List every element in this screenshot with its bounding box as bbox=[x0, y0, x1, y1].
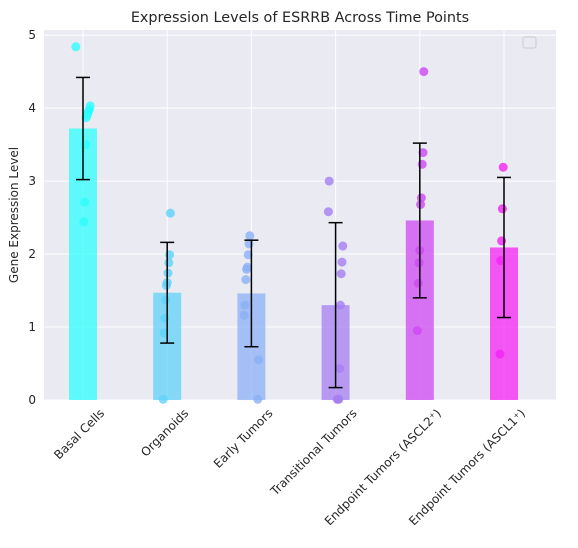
y-tick-label: 1 bbox=[28, 320, 36, 334]
data-point bbox=[242, 265, 251, 274]
data-point bbox=[164, 269, 173, 278]
x-tick-labels: Basal Cells Organoids Early TumorsTransiti… bbox=[51, 406, 528, 528]
y-tick-labels: 0 1 2 3 4 5 bbox=[28, 28, 36, 407]
data-point bbox=[166, 209, 175, 218]
data-point bbox=[414, 279, 423, 288]
y-tick-label: 3 bbox=[28, 174, 36, 188]
data-point bbox=[159, 395, 168, 404]
data-point bbox=[496, 350, 505, 359]
data-point bbox=[415, 258, 424, 267]
data-point bbox=[164, 258, 173, 267]
x-tick-label: Early Tumors bbox=[211, 406, 276, 471]
legend-box bbox=[523, 37, 536, 48]
y-axis-label: Gene Expression Level bbox=[7, 147, 21, 283]
data-point bbox=[253, 395, 262, 404]
chart-title: Expression Levels of ESRRB Across Time P… bbox=[131, 10, 469, 26]
data-point bbox=[161, 296, 170, 305]
data-point bbox=[333, 395, 342, 404]
y-tick-label: 5 bbox=[28, 28, 36, 42]
data-point bbox=[338, 242, 347, 251]
data-point bbox=[241, 301, 250, 310]
data-point bbox=[79, 217, 88, 226]
data-point bbox=[325, 177, 334, 186]
y-tick-label: 0 bbox=[28, 393, 36, 407]
data-point bbox=[254, 355, 263, 364]
y-tick-label: 4 bbox=[28, 101, 36, 115]
data-point bbox=[416, 200, 425, 209]
data-point bbox=[499, 163, 508, 172]
data-point bbox=[419, 67, 428, 76]
x-tick-label: Basal Cells bbox=[51, 406, 107, 462]
plot-area bbox=[44, 30, 556, 400]
data-point bbox=[337, 269, 346, 278]
data-point bbox=[335, 364, 344, 373]
x-tick-label: Organoids bbox=[138, 406, 191, 459]
data-point bbox=[241, 275, 250, 284]
data-point bbox=[336, 301, 345, 310]
data-point bbox=[80, 198, 89, 207]
x-tick-label: Transitional Tumors bbox=[267, 406, 360, 499]
data-point bbox=[338, 258, 347, 267]
y-tick-label: 2 bbox=[28, 247, 36, 261]
data-point bbox=[498, 204, 507, 213]
data-point bbox=[240, 311, 249, 320]
data-point bbox=[413, 326, 422, 335]
data-point bbox=[324, 207, 333, 216]
data-point bbox=[245, 231, 254, 240]
data-point bbox=[162, 281, 171, 290]
data-point bbox=[71, 42, 80, 51]
